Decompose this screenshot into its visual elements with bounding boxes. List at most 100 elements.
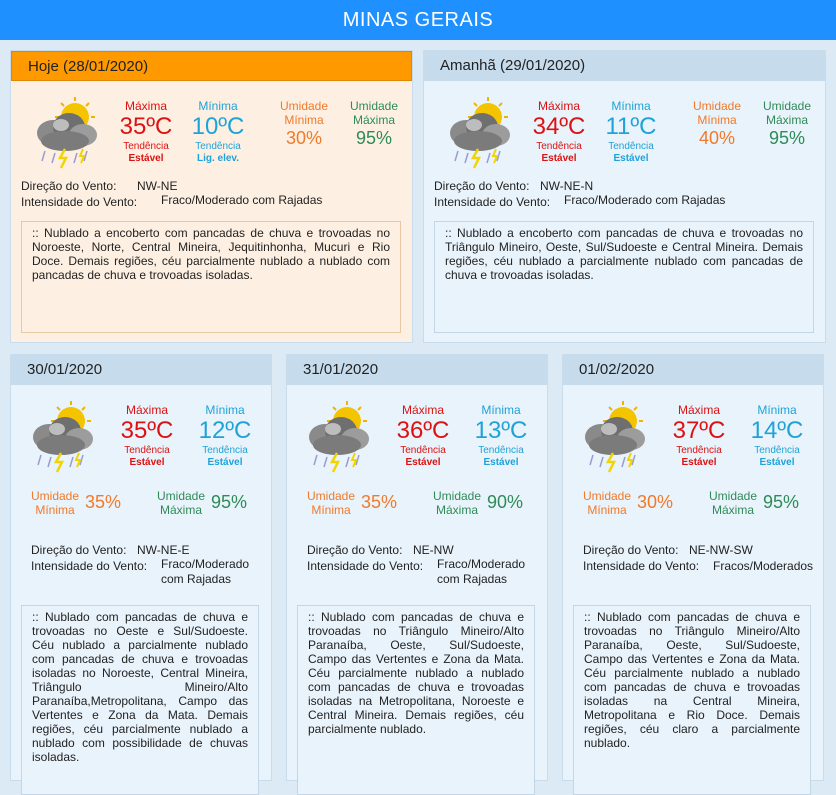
wind-dir-label: Direção do Vento:	[583, 543, 679, 557]
humidity-min-value: 35%	[361, 492, 398, 512]
min-trend: Estável	[483, 457, 519, 468]
max-trend: Estável	[129, 457, 165, 468]
humidity-label: Umidade	[762, 99, 812, 113]
min-trend: Estável	[613, 153, 649, 164]
humidity-label: Umidade	[582, 489, 632, 503]
forecast-card-day5: 01/02/2020 Máxima 37ºC Tendência Estável…	[562, 354, 824, 795]
min-temp: Mínima 10ºC Tendência Lig. elev.	[183, 99, 253, 165]
min-value: 12ºC	[198, 417, 252, 444]
forecast-card-day4: 31/01/2020 Máxima 36ºC Tendência Estável…	[286, 354, 548, 795]
max-value: 37ºC	[672, 417, 726, 444]
min-value: 14ºC	[750, 417, 804, 444]
max-label: Máxima	[677, 403, 720, 417]
card-body: Máxima 34ºC Tendência Estável Mínima 11º…	[424, 81, 825, 342]
min-temp: Mínima 14ºC Tendência Estável	[741, 403, 813, 469]
sun-cloud-thunderstorm-icon	[583, 399, 647, 473]
card-body: Máxima 37ºC Tendência Estável Mínima 14º…	[563, 385, 823, 795]
wind-int-value: Fracos/Moderados	[713, 559, 814, 573]
humidity-label: Umidade	[306, 489, 356, 503]
wind-info: Direção do Vento: NE-NW Intensidade do V…	[307, 543, 537, 591]
humidity-max-value: 95%	[355, 128, 393, 148]
wind-int-value: Fraco/Moderado com Rajadas	[161, 557, 250, 586]
trend-label: Tendência	[478, 445, 524, 456]
min-label: Mínima	[205, 403, 245, 417]
forecast-card-day3: 30/01/2020 Máxima 35ºC Tendência Estável…	[10, 354, 272, 795]
wind-int-label: Intensidade do Vento:	[434, 195, 551, 209]
humidity-max: Umidade Máxima 95%	[339, 99, 409, 149]
wind-dir-label: Direção do Vento:	[31, 543, 127, 557]
humidity-max: Umidade Máxima	[427, 489, 487, 517]
humidity-min-label: Mínima	[311, 503, 351, 517]
max-temp: Máxima 36ºC Tendência Estável	[387, 403, 459, 469]
humidity-label: Umidade	[156, 489, 206, 503]
wind-dir-value: NE-NW-SW	[689, 543, 753, 557]
humidity-max: Umidade Máxima	[151, 489, 211, 517]
trend-label: Tendência	[536, 141, 582, 152]
humidity-min: Umidade Mínima 40%	[682, 99, 752, 149]
max-label: Máxima	[401, 403, 444, 417]
trend-label: Tendência	[754, 445, 800, 456]
min-label: Mínima	[611, 99, 651, 113]
card-title: 31/01/2020	[287, 355, 547, 385]
wind-int-value: Fraco/Moderado com Rajadas	[437, 557, 526, 586]
humidity-label: Umidade	[349, 99, 399, 113]
humidity-max: Umidade Máxima	[703, 489, 763, 517]
humidity-min: Umidade Mínima	[301, 489, 361, 517]
humidity-max-label: Máxima	[711, 503, 754, 517]
min-value: 10ºC	[191, 113, 245, 140]
humidity-min-value: 30%	[637, 492, 674, 512]
max-trend: Estável	[405, 457, 441, 468]
max-label: Máxima	[124, 99, 167, 113]
trend-label: Tendência	[124, 445, 170, 456]
max-value: 36ºC	[396, 417, 450, 444]
humidity-max-label: Máxima	[352, 113, 395, 127]
forecast-description: :: Nublado com pancadas de chuva e trovo…	[297, 605, 535, 795]
min-value: 13ºC	[474, 417, 528, 444]
card-title: 01/02/2020	[563, 355, 823, 385]
humidity-max-value: 95%	[763, 492, 800, 512]
forecast-description: :: Nublado com pancadas de chuva e trovo…	[21, 605, 259, 795]
humidity-max-label: Máxima	[435, 503, 478, 517]
humidity-min-value: 35%	[85, 492, 122, 512]
wind-dir-value: NW-NE-N	[540, 179, 594, 193]
max-trend: Estável	[128, 153, 164, 164]
wind-dir-value: NW-NE	[137, 179, 178, 193]
max-temp: Máxima 34ºC Tendência Estável	[524, 99, 594, 165]
card-title: Amanhã (29/01/2020)	[424, 51, 825, 81]
humidity-min: Umidade Mínima 30%	[269, 99, 339, 149]
min-value: 11ºC	[605, 113, 657, 140]
wind-info: Direção do Vento: NW-NE-E Intensidade do…	[31, 543, 261, 591]
humidity-max-value: 90%	[487, 492, 524, 512]
min-temp: Mínima 11ºC Tendência Estável	[596, 99, 666, 165]
card-body: Máxima 36ºC Tendência Estável Mínima 13º…	[287, 385, 547, 795]
wind-int-label: Intensidade do Vento:	[583, 559, 700, 573]
card-title: Hoje (28/01/2020)	[11, 51, 412, 81]
max-temp: Máxima 35ºC Tendência Estável	[111, 99, 181, 165]
trend-label: Tendência	[400, 445, 446, 456]
trend-label: Tendência	[202, 445, 248, 456]
wind-int-value: Fraco/Moderado com Rajadas	[161, 193, 323, 207]
max-temp: Máxima 37ºC Tendência Estável	[663, 403, 735, 469]
humidity-label: Umidade	[692, 99, 742, 113]
forecast-description: :: Nublado com pancadas de chuva e trovo…	[573, 605, 811, 795]
humidity-label: Umidade	[708, 489, 758, 503]
humidity-min-label: Mínima	[697, 113, 737, 127]
wind-dir-label: Direção do Vento:	[307, 543, 403, 557]
card-body: Máxima 35ºC Tendência Estável Mínima 10º…	[11, 81, 412, 342]
min-label: Mínima	[481, 403, 521, 417]
humidity-min: Umidade Mínima	[25, 489, 85, 517]
wind-info: Direção do Vento: NW-NE-N Intensidade do…	[434, 179, 814, 211]
trend-label: Tendência	[608, 141, 654, 152]
min-temp: Mínima 13ºC Tendência Estável	[465, 403, 537, 469]
wind-dir-label: Direção do Vento:	[434, 179, 530, 193]
humidity-max-value: 95%	[211, 492, 248, 512]
min-label: Mínima	[198, 99, 238, 113]
humidity-min-label: Mínima	[284, 113, 324, 127]
forecast-card-today: Hoje (28/01/2020) Máxima 35ºC Tendência …	[10, 50, 413, 343]
min-trend: Estável	[759, 457, 795, 468]
forecast-description: :: Nublado a encoberto com pancadas de c…	[434, 221, 814, 333]
max-temp: Máxima 35ºC Tendência Estável	[111, 403, 183, 469]
humidity-min-value: 40%	[698, 128, 736, 148]
wind-info: Direção do Vento: NW-NE Intensidade do V…	[21, 179, 401, 211]
trend-label: Tendência	[123, 141, 169, 152]
